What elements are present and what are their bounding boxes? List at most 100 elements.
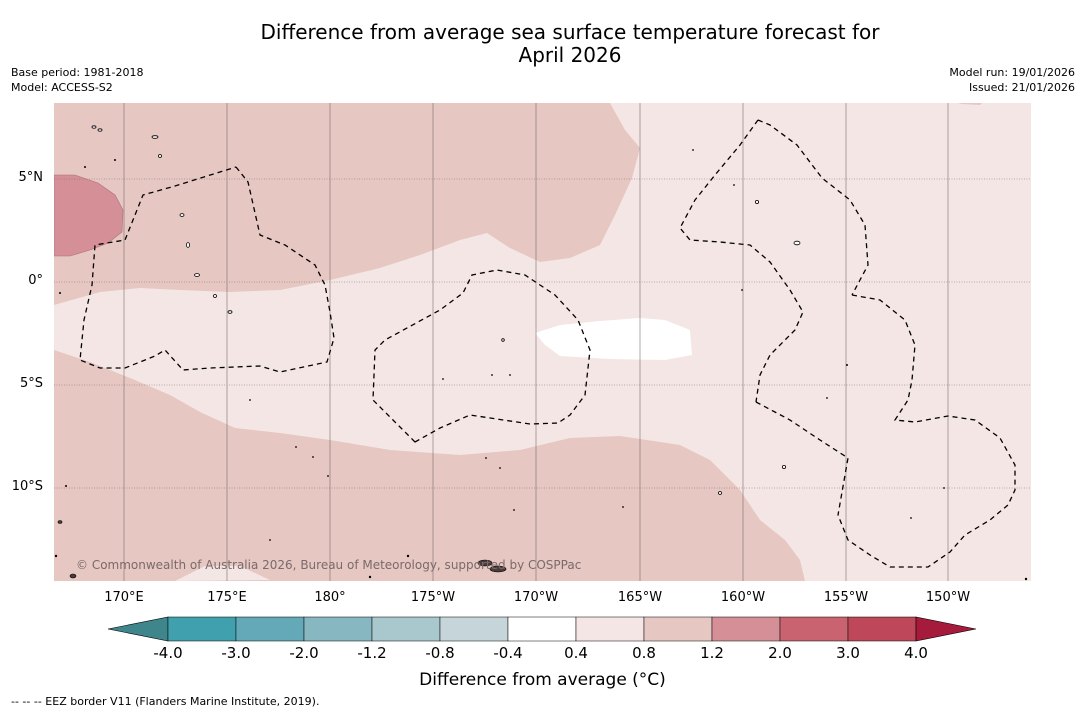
colorbar-tick-label: 0.8 (632, 644, 656, 662)
larger-islands (57, 520, 507, 579)
island (782, 464, 787, 469)
eez-french-polynesia (837, 294, 1016, 568)
meta-left: Base period: 1981-2018 Model: ACCESS-S2 (11, 65, 143, 95)
latitude-label: 0° (28, 273, 43, 288)
model-name: Model: ACCESS-S2 (11, 81, 113, 94)
colorbar-tick-label: -1.2 (357, 644, 387, 662)
island (91, 125, 97, 129)
base-period: Base period: 1981-2018 (11, 66, 144, 79)
atoll (485, 457, 487, 459)
colorbar-tick-label: -4.0 (153, 644, 183, 662)
island-futuna (57, 520, 63, 524)
atoll (622, 506, 624, 508)
atoll (368, 575, 372, 579)
colorbar-segment (847, 616, 917, 642)
anomaly-central-cool-patch (535, 318, 692, 360)
issued-date: Issued: 21/01/2026 (968, 81, 1075, 94)
colorbar-tick-label: 4.0 (904, 644, 928, 662)
island (97, 128, 103, 132)
chart-title: Difference from average sea surface temp… (0, 21, 1085, 67)
latitude-gridlines (54, 178, 1031, 489)
model-run: Model run: 19/01/2026 (949, 66, 1075, 79)
colorbar-tick-label: -0.8 (425, 644, 455, 662)
eez-kiribati-line-west (679, 119, 804, 403)
island (755, 199, 760, 204)
island (179, 213, 185, 217)
atoll (741, 289, 743, 291)
atoll (826, 397, 828, 399)
colorbar (107, 616, 977, 642)
atoll (59, 292, 61, 294)
colorbar-segment (167, 616, 237, 642)
island (194, 273, 200, 277)
anomaly-northeast-fleck (958, 103, 982, 105)
longitude-label: 150°W (925, 590, 971, 605)
map-area (54, 103, 1031, 581)
colorbar-title: Difference from average (°C) (419, 670, 666, 690)
atoll (491, 374, 493, 376)
islands (91, 125, 801, 495)
island (185, 242, 190, 248)
atoll (943, 487, 945, 489)
anomaly-south-band (54, 350, 805, 581)
colorbar-tick-label: 1.2 (700, 644, 724, 662)
island (501, 338, 505, 342)
colorbar-segment (507, 616, 577, 642)
longitude-gridlines (123, 103, 949, 581)
island-wallis (69, 573, 77, 579)
longitude-label: 160°W (720, 590, 766, 605)
eez-legend-footnote: -- -- -- EEZ border V11 (Flanders Marine… (11, 695, 320, 708)
island (227, 310, 233, 314)
copyright-notice: © Commonwealth of Australia 2026, Bureau… (76, 558, 582, 572)
atoll (692, 149, 694, 151)
eez-kiribati-gilbert (79, 166, 335, 373)
eez-kiribati-phoenix (372, 269, 591, 443)
colorbar-segment (303, 616, 373, 642)
atoll (65, 485, 67, 487)
colorbar-tick-label: -0.4 (493, 644, 523, 662)
colorbar-tick-label: -3.0 (221, 644, 251, 662)
colorbar-segment (371, 616, 441, 642)
atoll (846, 364, 848, 366)
colorbar-segment (575, 616, 645, 642)
latitude-label: 10°S (11, 479, 43, 494)
latitude-label: 5°S (19, 376, 43, 391)
colorbar-segment (439, 616, 509, 642)
meta-right: Model run: 19/01/2026 Issued: 21/01/2026 (949, 65, 1075, 95)
island (793, 240, 801, 246)
latitude-label: 5°N (18, 170, 44, 185)
atoll (114, 159, 116, 161)
title-line-1: Difference from average sea surface temp… (260, 20, 880, 44)
colorbar-over-arrow (915, 616, 977, 642)
colorbar-segment (779, 616, 849, 642)
island-samoa (477, 559, 493, 567)
atoll (269, 539, 271, 541)
colorbar-segment (643, 616, 713, 642)
island (158, 154, 162, 158)
anomaly-southwest-pocket (175, 566, 270, 581)
colorbar-tick-label: 3.0 (836, 644, 860, 662)
longitude-label: 165°W (617, 590, 663, 605)
longitude-label: 175°E (207, 590, 247, 605)
atoll (295, 446, 297, 448)
anomaly-north-band (54, 103, 640, 305)
eez-borders (79, 119, 1016, 568)
atoll (406, 554, 410, 558)
atoll (327, 475, 329, 477)
atoll (509, 374, 511, 376)
longitude-label: 170°W (513, 590, 559, 605)
longitude-label: 175°W (410, 590, 456, 605)
atoll (733, 184, 735, 186)
title-line-2: April 2026 (518, 43, 622, 67)
atoll-dots (54, 149, 1028, 581)
island (213, 294, 217, 298)
colorbar-tick-label: -2.0 (289, 644, 319, 662)
atoll (84, 166, 86, 168)
atoll (499, 467, 501, 469)
atoll (442, 378, 444, 380)
atoll (249, 399, 251, 401)
colorbar-segment (235, 616, 305, 642)
atoll (1024, 577, 1028, 581)
anomaly-west-warm-patch (54, 174, 124, 257)
